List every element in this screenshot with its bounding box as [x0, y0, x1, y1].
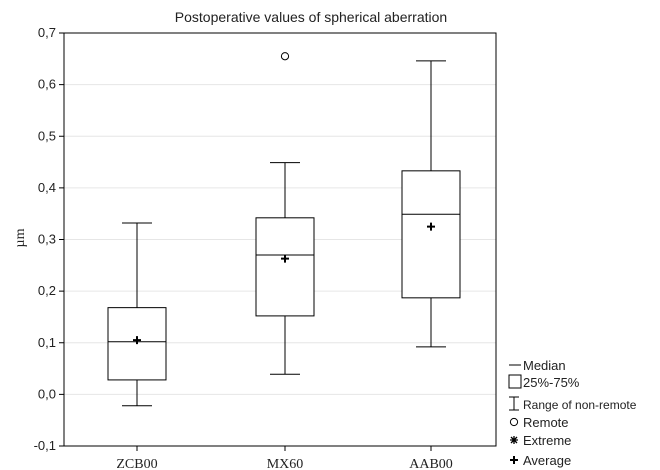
iqr-box — [255, 217, 315, 317]
chart-title: Postoperative values of spherical aberra… — [175, 9, 447, 25]
x-tick-label: AAB00 — [409, 457, 453, 470]
iqr-box — [107, 307, 167, 381]
x-tick-label: ZCB00 — [116, 457, 157, 470]
y-axis-ticks: -0,1 0,0 0,1 0,2 0,3 0,4 0,5 0,6 0,7 — [34, 25, 64, 453]
legend-asterisk-symbol — [510, 436, 518, 444]
legend-circle-symbol — [509, 417, 519, 427]
legend-label: 25%-75% — [523, 375, 580, 390]
x-axis-ticks: ZCB00 MX60 AAB00 — [116, 446, 453, 470]
legend-label: Range of non-remote — [523, 398, 637, 412]
legend-label: Median — [523, 358, 566, 373]
legend-item: Median — [509, 358, 566, 373]
legend-box-symbol — [508, 374, 522, 389]
box-group — [401, 60, 461, 348]
legend-whisker-symbol — [509, 396, 519, 411]
legend-label: Remote — [523, 415, 569, 430]
legend: Median 25%-75% Range of non-remote Remote Ex… — [508, 358, 637, 468]
legend-plus-symbol — [510, 456, 518, 464]
y-tick-label: -0,1 — [34, 438, 56, 453]
legend-item: 25%-75% — [508, 374, 580, 390]
remote-point — [280, 52, 290, 61]
mean-marker — [133, 336, 141, 345]
legend-item: Average — [510, 453, 571, 468]
mean-marker — [427, 222, 435, 231]
box-group — [107, 222, 167, 407]
box-series — [107, 52, 461, 407]
y-tick-label: 0,5 — [38, 128, 56, 143]
legend-item: Remote — [509, 415, 569, 430]
y-tick-label: 0,0 — [38, 386, 56, 401]
y-tick-label: 0,7 — [38, 25, 56, 40]
y-axis-label: µm — [13, 228, 28, 247]
x-tick-label: MX60 — [267, 457, 304, 470]
legend-item: Range of non-remote — [509, 396, 637, 412]
legend-item: Extreme — [510, 433, 571, 448]
y-tick-label: 0,1 — [38, 335, 56, 350]
y-tick-label: 0,2 — [38, 283, 56, 298]
y-tick-label: 0,3 — [38, 232, 56, 247]
legend-label: Average — [523, 453, 571, 468]
mean-marker — [281, 254, 289, 263]
legend-label: Extreme — [523, 433, 571, 448]
iqr-box — [401, 170, 461, 299]
y-tick-label: 0,4 — [38, 180, 56, 195]
y-tick-label: 0,6 — [38, 77, 56, 92]
box-group — [255, 52, 315, 375]
